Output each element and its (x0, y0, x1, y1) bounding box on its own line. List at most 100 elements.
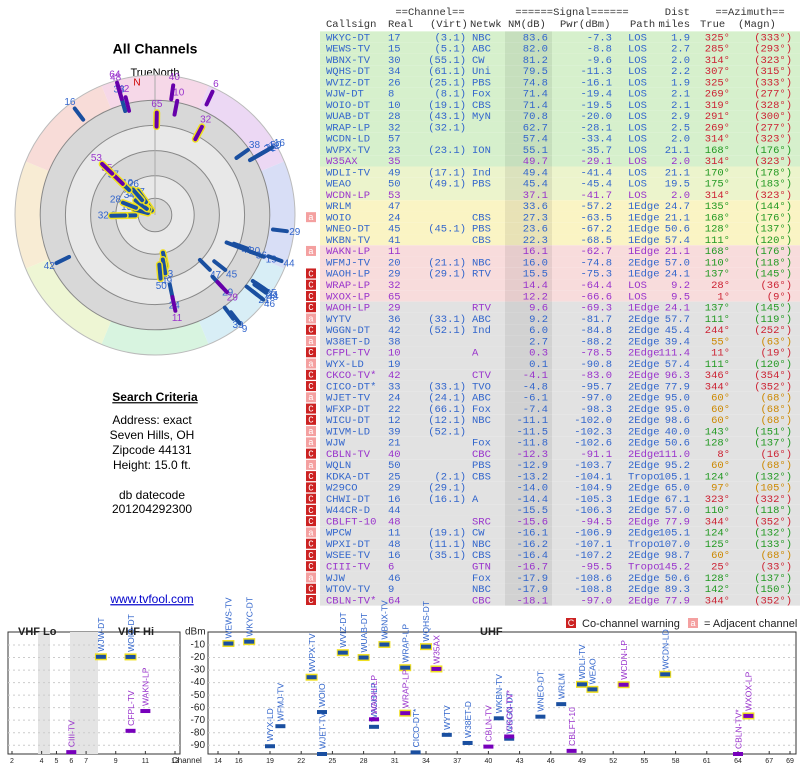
cell-path: 2Edge (628, 460, 660, 472)
cell-virt: (66.1) (428, 404, 466, 416)
cell-dist: 57.4 (665, 235, 690, 247)
cell-nm: 45.4 (523, 179, 548, 191)
cell-nm: 79.5 (523, 66, 548, 78)
cell-netwk: Fox (472, 438, 491, 450)
cell-virt: (5.1) (434, 44, 466, 56)
cell-true: 285° (705, 44, 730, 56)
station-mark (157, 262, 163, 281)
cell-nm: 33.6 (523, 201, 548, 213)
cell-magn: (323°) (754, 156, 792, 168)
cell-true: 314° (705, 190, 730, 202)
station-bar (462, 740, 473, 745)
station-bar (125, 654, 136, 659)
cell-magn: (120°) (754, 359, 792, 371)
cell-magn: (145°) (754, 303, 792, 315)
warning-box (306, 313, 316, 324)
cell-magn: (63°) (760, 336, 792, 348)
column-header: Pwr(dBm) (560, 19, 610, 31)
station-channel: 29 (227, 293, 239, 304)
cell-pwr: -41.4 (580, 167, 612, 179)
cell-pwr: -104.1 (574, 471, 612, 483)
cell-path: 2Edge (628, 325, 660, 337)
nm-cell (505, 571, 552, 584)
cell-pwr: -107.1 (574, 539, 612, 551)
cell-path: Tropo (628, 471, 660, 483)
nm-cell (505, 53, 552, 66)
nm-cell (505, 447, 552, 460)
cell-netwk: PBS (472, 77, 491, 89)
station-bar (369, 724, 379, 729)
cell-magn: (352°) (754, 595, 792, 607)
cell-pwr: -45.4 (580, 179, 612, 191)
station-label: WCDN-LD (660, 629, 670, 669)
row-background (320, 189, 800, 201)
cell-real: 22 (388, 404, 401, 416)
nm-cell (505, 121, 552, 133)
row-background (320, 222, 800, 235)
row-background (320, 583, 800, 595)
site-link[interactable]: www.tvfool.com (109, 592, 193, 606)
cell-nm: -4.8 (523, 381, 548, 393)
row-background (320, 87, 800, 99)
cell-pwr: -84.8 (580, 325, 612, 337)
nm-cell (505, 312, 552, 325)
cell-true: 307° (705, 66, 730, 78)
cell-dist: 50.6 (665, 573, 690, 585)
cell-dist: 77.9 (665, 381, 690, 393)
cell-path: 2Edge (628, 381, 660, 393)
cell-virt: (52.1) (428, 325, 466, 337)
warning-symbol: a (308, 337, 314, 347)
cell-real: 47 (388, 201, 401, 213)
cell-dist: 2.0 (671, 55, 690, 67)
cell-pwr: -90.8 (580, 359, 612, 371)
station-channel: 11 (172, 313, 183, 324)
group-header: ==Azimuth== (715, 7, 784, 19)
cell-magn: (352°) (754, 516, 792, 528)
cell-magn: (293°) (754, 44, 792, 56)
row-background (320, 256, 800, 268)
row-background (320, 110, 800, 122)
station-label: WQHS-DT (421, 601, 431, 642)
cell-true: 25° (711, 562, 730, 574)
cell-pwr: -103.7 (574, 460, 612, 472)
cell-real: 26 (388, 77, 401, 89)
station-channel: 40 (169, 72, 181, 83)
x-tick-label: 25 (329, 758, 337, 765)
cell-magn: (137°) (754, 224, 792, 236)
station-label: WFMJ-TV (276, 683, 286, 722)
station-label: WYTV (442, 705, 452, 730)
cell-callsign: CIII-TV (326, 562, 371, 574)
cell-real: 9 (388, 584, 394, 596)
warning-symbol: C (308, 348, 314, 358)
row-background (320, 132, 800, 144)
station-label: WEWS-TV (224, 597, 234, 638)
cell-real: 33 (388, 381, 401, 393)
station-mark (170, 295, 178, 313)
cell-magn: (333°) (754, 32, 792, 44)
cell-nm: 2.7 (529, 336, 548, 348)
warning-box (306, 403, 316, 414)
cell-dist: 21.1 (665, 145, 690, 157)
cell-true: 137° (705, 269, 730, 281)
station-label: CBLN-TV* (733, 709, 743, 749)
cell-magn: (150°) (754, 584, 792, 596)
cell-true: 8° (717, 449, 730, 461)
cell-callsign: CBLN-TV* (326, 595, 376, 607)
cell-magn: (118°) (754, 505, 792, 517)
cell-netwk: NBC (472, 257, 491, 269)
station-channel: 46 (264, 299, 276, 310)
nm-cell (505, 324, 552, 336)
nm-cell (505, 357, 552, 370)
station-label: CIII-TV (67, 720, 77, 747)
row-background (320, 324, 800, 336)
x-tick-label: 4 (40, 758, 44, 765)
row-background (320, 76, 800, 88)
warning-box (306, 493, 316, 504)
x-tick-label: 58 (672, 758, 680, 765)
row-background (320, 65, 800, 77)
cell-callsign: CFPL-TV (326, 348, 371, 360)
nm-cell (505, 155, 552, 167)
warning-symbol: C (308, 495, 314, 505)
warning-symbol: C (308, 303, 314, 313)
row-background (320, 279, 800, 291)
